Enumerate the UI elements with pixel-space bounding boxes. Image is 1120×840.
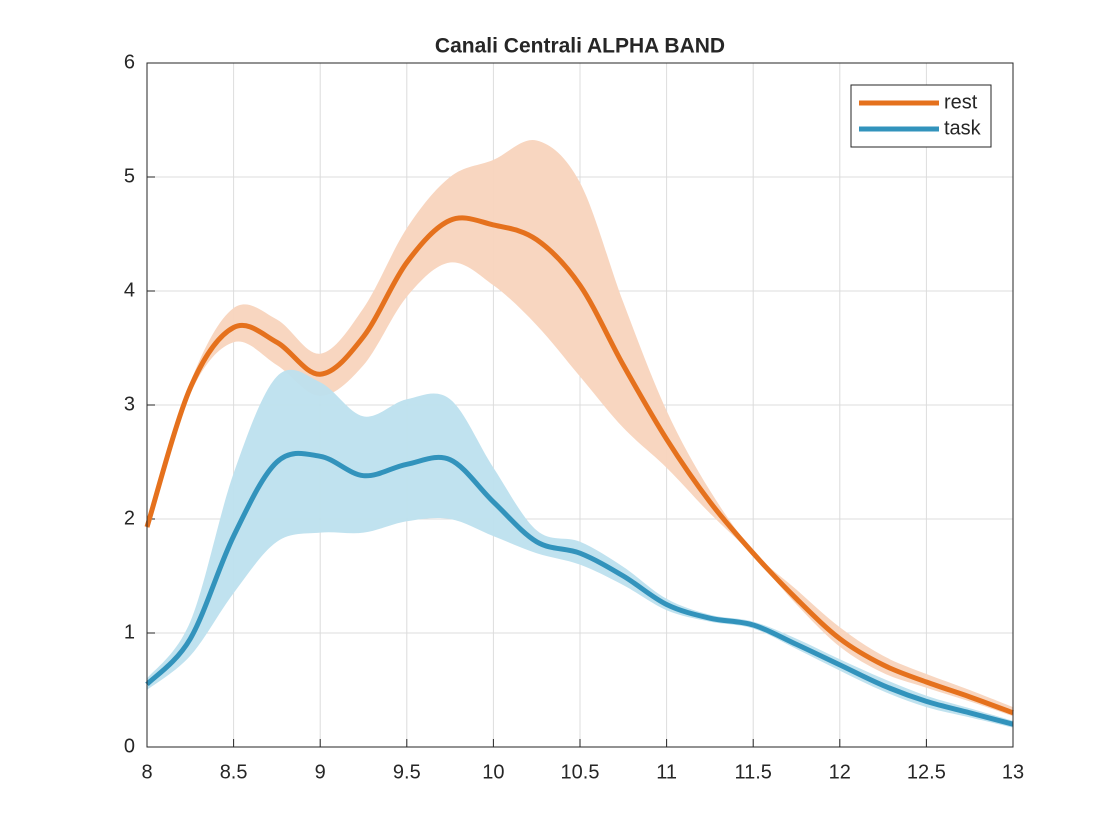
axes-box <box>146 62 1014 748</box>
y-tick-label: 0 <box>124 735 135 757</box>
y-tick-label: 1 <box>124 621 135 643</box>
legend-box <box>850 84 992 148</box>
x-tick-label: 9 <box>315 761 326 783</box>
y-tick-label: 6 <box>124 51 135 73</box>
y-tick-label: 4 <box>124 279 135 301</box>
x-tick-label: 13 <box>1002 761 1024 783</box>
x-tick-label: 10 <box>482 761 504 783</box>
y-tick-label: 2 <box>124 507 135 529</box>
x-tick-label: 12.5 <box>907 761 946 783</box>
x-tick-label: 9.5 <box>393 761 421 783</box>
x-tick-label: 12 <box>829 761 851 783</box>
x-tick-label: 11.5 <box>734 761 771 783</box>
line <box>145 450 1014 727</box>
x-tick-label: 8.5 <box>220 761 248 783</box>
x-tick-label: 10.5 <box>561 761 600 783</box>
line <box>144 215 1014 716</box>
legend-label: task <box>944 117 982 139</box>
y-tick-label: 3 <box>124 393 135 415</box>
chart-title: Canali Centrali ALPHA BAND <box>435 35 725 58</box>
error-band <box>147 369 1013 728</box>
legend-label: rest <box>944 91 978 113</box>
error-band <box>147 139 1013 717</box>
x-tick-label: 11 <box>656 761 677 783</box>
x-tick-label: 8 <box>141 761 152 783</box>
y-tick-label: 5 <box>124 165 135 187</box>
